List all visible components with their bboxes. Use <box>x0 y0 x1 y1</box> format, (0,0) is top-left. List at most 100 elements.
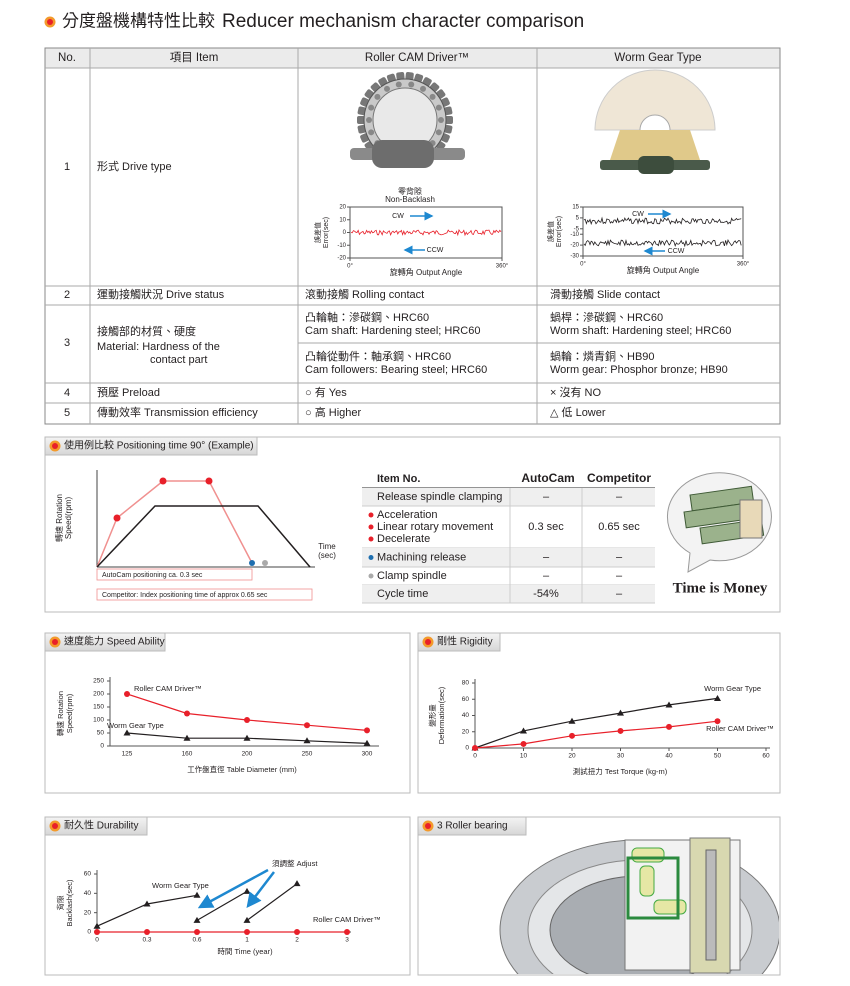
roller <box>639 865 655 897</box>
autocam-profile <box>96 480 253 568</box>
error-trace <box>583 216 742 226</box>
figure-caption: Non-Backlash <box>385 195 435 204</box>
y-tick-label: 5 <box>576 215 580 221</box>
table-header: Worm Gear Type <box>614 52 701 64</box>
pt-bullet <box>368 536 374 542</box>
row-roller: Cam followers: Bearing steel; HRC60 <box>305 364 487 376</box>
y-tick-label: 0 <box>465 745 469 752</box>
pt-autocam: 0.3 sec <box>528 521 564 533</box>
data-point <box>304 722 310 729</box>
y-tick-label: -20 <box>570 243 579 249</box>
section-frame <box>417 632 781 794</box>
data-point <box>184 710 190 717</box>
series-label: Worm Gear Type <box>152 881 209 890</box>
pt-item: Linear rotary movement <box>377 521 493 533</box>
y-axis-label: Speed(rpm) <box>65 693 74 733</box>
y-tick-label: 20 <box>84 909 92 916</box>
bullet-icon-inner <box>52 443 58 449</box>
phase-dot <box>249 560 255 566</box>
pt-header: Competitor <box>587 471 651 485</box>
ccw-label: CCW <box>668 248 685 255</box>
row-item: contact part <box>150 354 207 366</box>
roller <box>653 899 687 915</box>
gear-follower <box>368 104 375 111</box>
y-tick-label: 100 <box>93 717 104 724</box>
y-tick-label: 150 <box>93 704 104 711</box>
pt-competitor: – <box>616 491 623 503</box>
series-label: Roller CAM Driver™ <box>313 915 381 924</box>
y-axis-label: 誤差值 <box>546 221 555 242</box>
x-tick-label: 2 <box>295 937 299 944</box>
y-axis-label: 轉速 Rotation <box>54 494 64 542</box>
data-point <box>183 734 191 741</box>
phase-dot <box>262 560 268 566</box>
y-tick-label: -5 <box>574 226 580 232</box>
x-tick-label: 360° <box>496 264 509 270</box>
worm-wheel <box>594 69 716 131</box>
note-box <box>96 588 313 601</box>
x-axis-label: 旋轉角 Output Angle <box>627 265 700 275</box>
adjust-arrow <box>246 871 275 908</box>
row-item: 傳動效率 Transmission efficiency <box>97 405 258 419</box>
y-axis-label: Error(sec) <box>323 217 330 248</box>
slogan: Time is Money <box>673 580 768 596</box>
series-line <box>474 697 718 749</box>
data-point <box>568 717 576 724</box>
x-tick-label: 200 <box>242 751 253 758</box>
table-header: No. <box>58 52 76 64</box>
cage <box>626 856 680 920</box>
positioning-note: Competitor: Index positioning time of ap… <box>102 592 268 599</box>
data-point <box>93 922 101 929</box>
data-point <box>244 717 250 723</box>
data-point <box>243 916 251 923</box>
y-tick-label: 15 <box>572 205 579 211</box>
pt-item: Machining release <box>377 551 466 563</box>
pt-bullet <box>368 573 374 579</box>
series-line <box>474 720 718 749</box>
row-no: 5 <box>64 407 70 419</box>
row-worm: Worm shaft: Hardening steel; HRC60 <box>550 325 731 337</box>
error-trace <box>583 238 742 248</box>
gear-follower <box>384 85 390 92</box>
phase-dot <box>113 514 121 522</box>
series-label: Roller CAM Driver™ <box>134 684 202 693</box>
series-label: Worm Gear Type <box>704 684 761 693</box>
positioning-note: AutoCam positioning ca. 0.3 sec <box>102 572 203 579</box>
row-roller: Cam shaft: Hardening steel; HRC60 <box>305 325 480 337</box>
y-tick-label: -20 <box>337 256 346 262</box>
annotation: 須調整 Adjust <box>272 858 318 868</box>
data-point <box>617 709 624 716</box>
data-point <box>194 929 200 935</box>
data-point <box>569 732 575 739</box>
roller <box>631 847 665 863</box>
pt-header: AutoCam <box>521 471 574 485</box>
pt-autocam: – <box>543 570 550 582</box>
data-point <box>244 929 250 935</box>
data-point <box>143 900 151 907</box>
row-item: 接觸部的材質、硬度 <box>97 324 196 338</box>
x-tick-label: 30 <box>617 753 625 760</box>
y-tick-label: 250 <box>93 678 104 685</box>
gear-follower <box>366 117 372 123</box>
row-roller: ○ 高 Higher <box>305 405 361 419</box>
gear-follower <box>395 81 402 88</box>
row-worm: 蝸桿：滲碳鋼、HRC60 <box>550 310 663 324</box>
table-header: Roller CAM Driver™ <box>365 52 469 64</box>
row-no: 4 <box>64 387 70 399</box>
y-axis-label: 誤差值 <box>313 222 322 243</box>
x-tick-label: 3 <box>345 937 349 944</box>
data-point <box>243 887 251 894</box>
data-point <box>665 701 673 708</box>
data-point <box>363 739 371 746</box>
data-point <box>714 694 721 701</box>
series-label: Roller CAM Driver™ <box>706 724 774 733</box>
pt-bullet <box>368 512 374 518</box>
section-title: 使用例比較 Positioning time 90° (Example) <box>64 439 254 452</box>
row-worm: Worm gear: Phosphor bronze; HB90 <box>550 364 728 376</box>
y-tick-label: 60 <box>84 871 92 878</box>
row-worm: 滑動接觸 Slide contact <box>550 287 660 301</box>
pt-item: Decelerate <box>377 533 430 545</box>
bolt <box>705 849 717 961</box>
gear-tooth <box>445 116 453 124</box>
